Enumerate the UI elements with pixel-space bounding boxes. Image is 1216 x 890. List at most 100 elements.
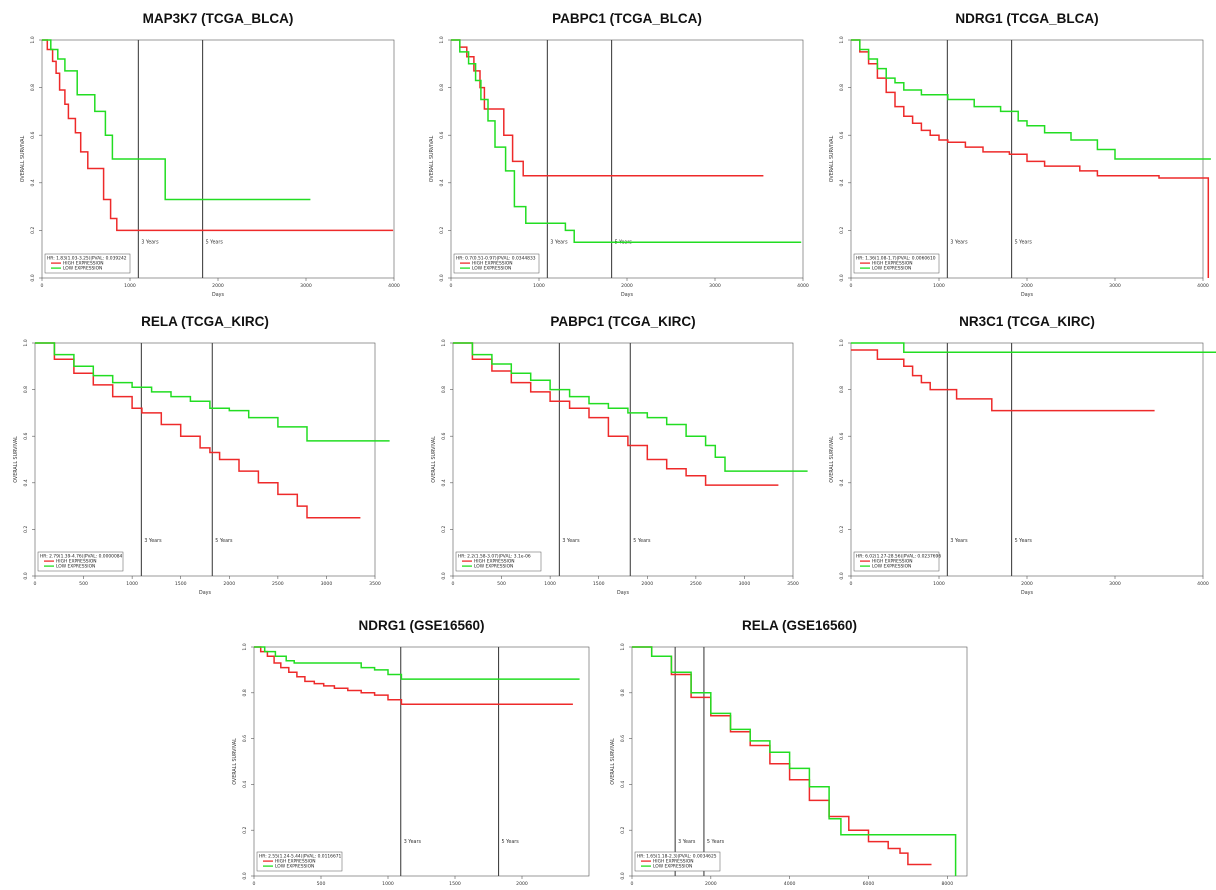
survival-panel: PABPC1 (TCGA_BLCA) 0.0 0.2 0.4 0.6 0.8 1.0 0 100… [429, 11, 809, 298]
y-tick-label: 1.0 [23, 339, 29, 346]
x-axis-label: Days [1021, 292, 1033, 298]
hazard-ratio-stats: HR: 1.83(1.03-3.25)|PVAL: 0.039242 [47, 256, 127, 262]
legend-entry: LOW EXPRESSION [56, 564, 95, 570]
y-axis-label: OVERALL SURVIVAL [20, 135, 26, 182]
x-tick-label: 0 [253, 881, 256, 887]
survival-panel: RELA (TCGA_KIRC) 0.0 0.2 0.4 0.6 0.8 1.0 0 500 10… [13, 314, 390, 596]
y-tick-label: 0.4 [620, 781, 626, 788]
x-tick-label: 1000 [533, 283, 545, 289]
y-tick-label: 0.6 [439, 131, 445, 138]
y-tick-label: 1.0 [30, 36, 36, 43]
y-tick-label: 0.2 [242, 826, 248, 833]
x-tick-label: 1000 [544, 581, 556, 587]
hazard-ratio-stats: HR: 1.65(1.18-2.3)|PVAL: 0.0034625 [637, 854, 717, 860]
panel-title: RELA (GSE16560) [742, 618, 857, 633]
legend-box [37, 551, 124, 572]
hazard-ratio-stats: HR: 1.36(1.08-1.7)|PVAL: 0.0060610 [856, 256, 936, 262]
x-tick-label: 2000 [1021, 283, 1033, 289]
y-tick-label: 0.4 [441, 479, 447, 486]
year-marker-label: 5 Years [206, 239, 224, 245]
year-marker-label: 3 Years [950, 538, 968, 544]
x-tick-label: 3500 [787, 581, 799, 587]
hazard-ratio-stats: HR: 2.2(1.58-3.07)|PVAL: 3.1e-06 [458, 554, 531, 560]
x-tick-label: 2000 [705, 881, 717, 887]
y-tick-label: 0.0 [242, 872, 248, 879]
y-axis-label: OVERALL SURVIVAL [829, 135, 835, 182]
y-tick-label: 0.0 [839, 274, 845, 281]
year-marker-label: 3 Years [562, 538, 580, 544]
survival-panel: NDRG1 (TCGA_BLCA) 0.0 0.2 0.4 0.6 0.8 1.0 0 1000… [829, 11, 1211, 298]
y-tick-label: 0.6 [839, 432, 845, 439]
legend-entry: LOW EXPRESSION [653, 864, 692, 870]
high-expression-curve [453, 342, 779, 486]
y-axis-label: OVERALL SURVIVAL [829, 436, 835, 483]
y-tick-label: 0.6 [620, 735, 626, 742]
x-tick-label: 0 [631, 881, 634, 887]
x-axis-label: Days [621, 292, 633, 298]
x-tick-label: 4000 [797, 283, 809, 289]
x-tick-label: 2500 [690, 581, 702, 587]
y-tick-label: 0.8 [242, 689, 248, 696]
y-tick-label: 0.6 [839, 131, 845, 138]
x-tick-label: 1000 [933, 283, 945, 289]
x-tick-label: 1000 [933, 581, 945, 587]
low-expression-curve [451, 39, 802, 244]
y-tick-label: 0.0 [30, 274, 36, 281]
legend-entry: LOW EXPRESSION [63, 266, 102, 272]
x-tick-label: 1500 [175, 581, 187, 587]
high-expression-curve [632, 646, 932, 866]
y-axis-label: OVERALL SURVIVAL [232, 738, 238, 785]
x-tick-label: 3000 [300, 283, 312, 289]
x-tick-label: 0 [850, 581, 853, 587]
legend-entry: HIGH EXPRESSION [56, 559, 97, 565]
x-tick-label: 4000 [388, 283, 400, 289]
legend-box [256, 851, 343, 872]
x-tick-label: 2500 [272, 581, 284, 587]
x-tick-label: 2000 [621, 283, 633, 289]
x-tick-label: 2000 [223, 581, 235, 587]
legend-entry: LOW EXPRESSION [474, 564, 513, 570]
high-expression-curve [35, 342, 361, 519]
panel-title: MAP3K7 (TCGA_BLCA) [143, 11, 294, 26]
legend-entry: LOW EXPRESSION [472, 266, 511, 272]
y-tick-label: 0.4 [242, 781, 248, 788]
hazard-ratio-stats: HR: 6.02(1.27-28.56)|PVAL: 0.0237696 [856, 554, 941, 560]
y-tick-label: 0.0 [620, 872, 626, 879]
low-expression-curve [42, 39, 311, 201]
y-tick-label: 0.6 [441, 432, 447, 439]
panel-title: RELA (TCGA_KIRC) [141, 314, 269, 329]
legend-box [853, 253, 940, 274]
y-tick-label: 0.8 [839, 84, 845, 91]
year-marker-label: 5 Years [1015, 239, 1033, 245]
panel-title: NR3C1 (TCGA_KIRC) [959, 314, 1095, 329]
x-tick-label: 0 [34, 581, 37, 587]
x-tick-label: 2000 [212, 283, 224, 289]
plot-frame [34, 342, 376, 577]
x-tick-label: 4000 [784, 881, 796, 887]
y-tick-label: 0.2 [441, 526, 447, 533]
y-tick-label: 0.4 [839, 179, 845, 186]
y-tick-label: 0.2 [839, 526, 845, 533]
y-tick-label: 0.2 [439, 227, 445, 234]
x-tick-label: 1500 [449, 881, 461, 887]
y-tick-label: 0.2 [839, 227, 845, 234]
year-marker-label: 3 Years [144, 538, 162, 544]
legend-box [453, 253, 540, 274]
plot-frame [631, 646, 968, 877]
legend-entry: HIGH EXPRESSION [872, 559, 913, 565]
x-tick-label: 3000 [1109, 581, 1121, 587]
x-tick-label: 4000 [1197, 283, 1209, 289]
y-tick-label: 0.8 [441, 386, 447, 393]
legend-entry: HIGH EXPRESSION [472, 261, 513, 267]
high-expression-curve [851, 349, 1155, 412]
x-tick-label: 1000 [126, 581, 138, 587]
y-tick-label: 0.0 [439, 274, 445, 281]
y-tick-label: 0.6 [30, 131, 36, 138]
low-expression-curve [851, 342, 1216, 354]
legend-entry: LOW EXPRESSION [275, 864, 314, 870]
low-expression-curve [632, 646, 957, 876]
legend-entry: HIGH EXPRESSION [275, 859, 316, 865]
y-axis-label: OVERALL SURVIVAL [431, 436, 437, 483]
y-tick-label: 0.8 [620, 689, 626, 696]
y-tick-label: 0.8 [23, 386, 29, 393]
